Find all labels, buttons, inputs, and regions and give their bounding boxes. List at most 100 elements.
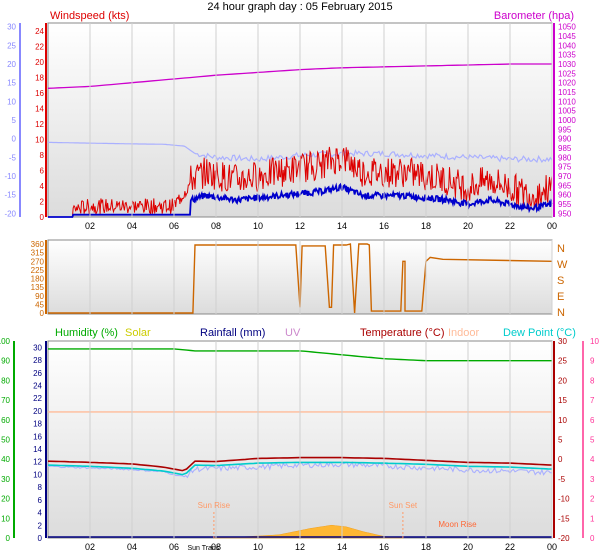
temp-right-tick-label: -20 bbox=[558, 534, 570, 543]
temp-right-tick-label: 10 bbox=[558, 416, 567, 425]
wind-direction-line bbox=[48, 243, 553, 314]
temp-tick-label: 15 bbox=[7, 79, 16, 88]
kts-tick-label: 16 bbox=[35, 89, 44, 98]
temp-right-tick-label: 5 bbox=[558, 436, 563, 445]
humidity-tick-label: 50 bbox=[1, 436, 10, 445]
x-tick-label: 16 bbox=[379, 542, 389, 552]
temp-tick-label: 20 bbox=[7, 60, 16, 69]
uv-tick-label: 6 bbox=[590, 416, 595, 425]
x-tick-label: 08 bbox=[211, 542, 221, 552]
hpa-tick-label: 1020 bbox=[558, 79, 576, 88]
hpa-tick-label: 955 bbox=[558, 200, 572, 209]
temp-tick-label: 25 bbox=[7, 41, 16, 50]
temp-right-tick-label: 30 bbox=[558, 337, 567, 346]
rain-tick-label: 24 bbox=[33, 381, 42, 390]
hpa-tick-label: 1005 bbox=[558, 107, 576, 116]
legend-rainfall: Rainfall (mm) bbox=[200, 327, 265, 339]
humidity-tick-label: 10 bbox=[1, 514, 10, 523]
kts-tick-label: 8 bbox=[40, 151, 45, 160]
direction-tick-label: 45 bbox=[35, 300, 44, 309]
compass-label: W bbox=[557, 259, 568, 271]
temp-right-tick-label: 0 bbox=[558, 455, 563, 464]
rain-tick-label: 14 bbox=[33, 445, 42, 454]
uv-tick-label: 9 bbox=[590, 357, 595, 366]
temp-right-tick-label: -15 bbox=[558, 514, 570, 523]
hpa-tick-label: 960 bbox=[558, 191, 572, 200]
direction-tick-label: 90 bbox=[35, 292, 44, 301]
hpa-tick-label: 1030 bbox=[558, 60, 576, 69]
hpa-tick-label: 1050 bbox=[558, 23, 576, 32]
legend-humidity: Humidity (%) bbox=[55, 327, 118, 339]
legend-solar: Solar bbox=[125, 327, 151, 339]
humidity-tick-label: 20 bbox=[1, 495, 10, 504]
rain-tick-label: 20 bbox=[33, 407, 42, 416]
compass-label: S bbox=[557, 275, 564, 287]
temp-tick-label: -5 bbox=[9, 153, 17, 162]
temp-right-tick-label: -10 bbox=[558, 495, 570, 504]
compass-label: E bbox=[557, 291, 564, 303]
x-tick-label: 00 bbox=[547, 221, 557, 231]
temp-right-tick-label: 20 bbox=[558, 376, 567, 385]
rain-tick-label: 2 bbox=[38, 521, 43, 530]
uv-tick-label: 1 bbox=[590, 514, 595, 523]
rain-tick-label: 4 bbox=[38, 509, 43, 518]
direction-tick-label: 0 bbox=[40, 309, 45, 318]
kts-tick-label: 4 bbox=[40, 182, 45, 191]
direction-tick-label: 180 bbox=[31, 275, 45, 284]
x-tick-label: 10 bbox=[253, 221, 263, 231]
x-tick-label: 18 bbox=[421, 221, 431, 231]
humidity-tick-label: 80 bbox=[1, 376, 10, 385]
x-tick-label: 20 bbox=[463, 542, 473, 552]
compass-label: N bbox=[557, 243, 565, 255]
uv-tick-label: 2 bbox=[590, 495, 595, 504]
legend-dewpoint: Dew Point (°C) bbox=[503, 327, 576, 339]
temp-tick-label: -15 bbox=[4, 191, 16, 200]
uv-tick-label: 3 bbox=[590, 475, 595, 484]
uv-tick-label: 4 bbox=[590, 455, 595, 464]
moonrise-label: Moon Rise bbox=[438, 520, 477, 529]
kts-tick-label: 2 bbox=[40, 197, 45, 206]
uv-tick-label: 7 bbox=[590, 396, 595, 405]
page-title: 24 hour graph day : 05 February 2015 bbox=[207, 1, 392, 13]
hpa-tick-label: 995 bbox=[558, 125, 572, 134]
uv-tick-label: 0 bbox=[590, 534, 595, 543]
suntrans-label: Sun Trans bbox=[187, 545, 219, 552]
x-tick-label: 00 bbox=[547, 542, 557, 552]
uv-tick-label: 8 bbox=[590, 376, 595, 385]
rain-tick-label: 30 bbox=[33, 343, 42, 352]
hpa-tick-label: 1035 bbox=[558, 51, 576, 60]
temp-right-tick-label: 25 bbox=[558, 357, 567, 366]
x-tick-label: 04 bbox=[127, 221, 137, 231]
hpa-tick-label: 980 bbox=[558, 153, 572, 162]
x-tick-label: 02 bbox=[85, 221, 95, 231]
kts-tick-label: 10 bbox=[35, 135, 44, 144]
x-tick-label: 06 bbox=[169, 542, 179, 552]
hpa-tick-label: 1000 bbox=[558, 116, 576, 125]
x-tick-label: 12 bbox=[295, 542, 305, 552]
sunrise-label: Sun Rise bbox=[198, 501, 231, 510]
humidity-tick-label: 0 bbox=[6, 534, 11, 543]
rain-tick-label: 8 bbox=[38, 483, 43, 492]
x-tick-label: 18 bbox=[421, 542, 431, 552]
direction-tick-label: 360 bbox=[31, 240, 45, 249]
uv-tick-label: 5 bbox=[590, 436, 595, 445]
temp-right-tick-label: -5 bbox=[558, 475, 566, 484]
windspeed-label: Windspeed (kts) bbox=[50, 10, 129, 22]
hpa-tick-label: 950 bbox=[558, 209, 572, 218]
kts-tick-label: 22 bbox=[35, 42, 44, 51]
hpa-tick-label: 1045 bbox=[558, 32, 576, 41]
x-tick-label: 10 bbox=[253, 542, 263, 552]
hpa-tick-label: 975 bbox=[558, 163, 572, 172]
humidity-tick-label: 90 bbox=[1, 357, 10, 366]
direction-tick-label: 315 bbox=[31, 249, 45, 258]
x-tick-label: 14 bbox=[337, 221, 347, 231]
x-tick-label: 20 bbox=[463, 221, 473, 231]
compass-label: N bbox=[557, 307, 565, 319]
barometer-label: Barometer (hpa) bbox=[494, 10, 574, 22]
rain-tick-label: 6 bbox=[38, 496, 43, 505]
temp-tick-label: -20 bbox=[4, 209, 16, 218]
rain-tick-label: 10 bbox=[33, 470, 42, 479]
humidity-tick-label: 40 bbox=[1, 455, 10, 464]
